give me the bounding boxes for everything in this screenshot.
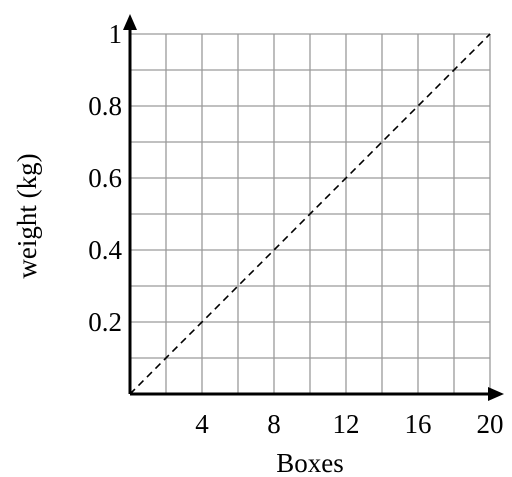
- series-line: [129, 33, 491, 395]
- y-tick-label: 0.8: [88, 91, 122, 121]
- y-tick-label: 0.6: [88, 163, 122, 193]
- x-tick-label: 4: [195, 409, 209, 439]
- grid: [130, 33, 491, 394]
- plot-lines: [129, 33, 491, 395]
- x-tick-label: 16: [405, 409, 432, 439]
- y-axis-title: weight (kg): [12, 153, 42, 278]
- x-tick-label: 8: [267, 409, 281, 439]
- x-tick-label: 12: [333, 409, 360, 439]
- x-axis-arrow: [488, 387, 504, 401]
- y-tick-label: 0.2: [88, 307, 122, 337]
- x-axis-title: Boxes: [276, 448, 344, 477]
- y-tick-label: 0.4: [88, 235, 122, 265]
- y-axis-arrow: [123, 14, 137, 30]
- axes: [123, 14, 504, 401]
- x-tick-labels: 4 8 12 16 20: [195, 409, 503, 439]
- x-tick-label: 20: [477, 409, 504, 439]
- y-tick-label: 1: [109, 19, 123, 49]
- y-tick-labels: 0.2 0.4 0.6 0.8 1: [88, 19, 122, 337]
